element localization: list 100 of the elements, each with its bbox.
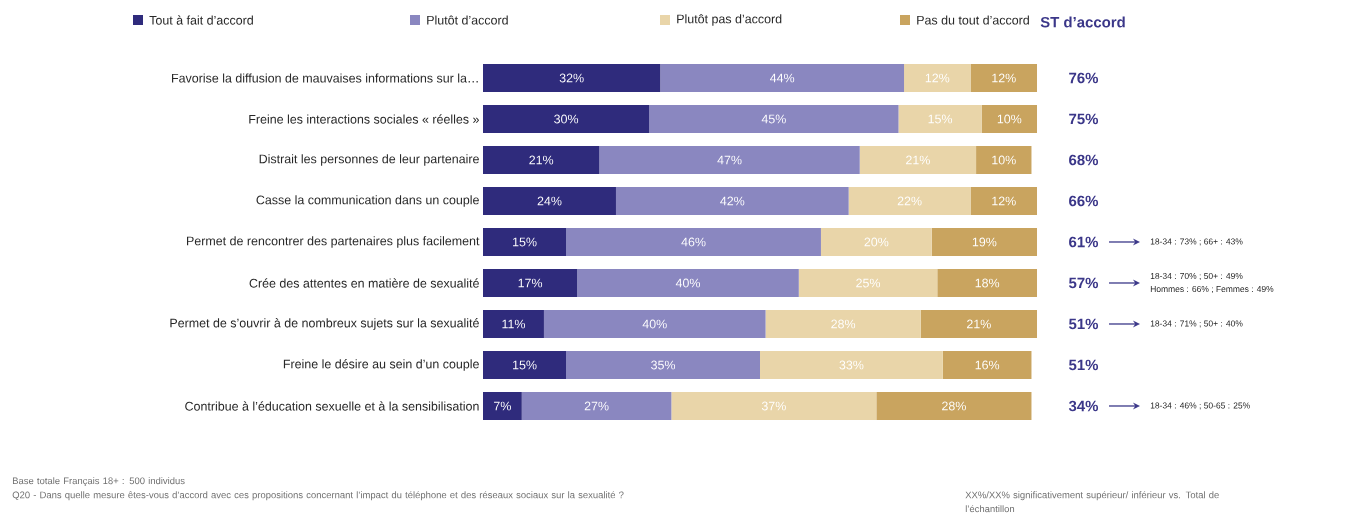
bar: [660, 64, 905, 92]
bar: [521, 392, 672, 420]
bar: [543, 310, 766, 338]
data-label: 45%: [761, 114, 786, 124]
data-label: 10%: [992, 155, 1016, 165]
text: 18-34 : 70% ; 50+ : 49%: [1150, 273, 1243, 280]
bar: [566, 228, 821, 256]
data-label: 37%: [761, 401, 786, 411]
data-label: 22%: [897, 196, 922, 206]
bar: [649, 105, 899, 133]
y-tick-label: Permet de s’ouvrir à de nombreux sujets sur la sexualité: [170, 318, 479, 330]
text: 18-34 : 73% ; 66+ : 43%: [1150, 238, 1243, 246]
data-label: 19%: [972, 237, 997, 247]
bar: [671, 392, 877, 420]
bar: [798, 269, 938, 297]
bar: [483, 351, 567, 379]
data-label: 46%: [681, 237, 706, 247]
text: Hommes : 66% ; Femmes : 49%: [1150, 286, 1274, 293]
legend-label: Plutôt d’accord: [427, 15, 508, 25]
legend-label: Tout à fait d’accord: [149, 15, 253, 25]
bar: [483, 310, 544, 338]
bar: [876, 392, 1032, 420]
data-label: 42%: [720, 196, 745, 206]
data-label: 15%: [928, 114, 953, 124]
bar: [970, 64, 1038, 92]
data-label: 44%: [769, 73, 795, 83]
bar: [615, 187, 849, 215]
text: 61%: [1069, 236, 1099, 248]
bar: [765, 310, 921, 338]
bar: [483, 64, 661, 92]
y-tick-label: Contribue à l’éducation sexuelle et à la sensibilisation: [185, 401, 479, 411]
data-label: 24%: [537, 196, 562, 206]
data-label: 18%: [975, 278, 1000, 288]
text: 18-34 : 46% ; 50-65 : 25%: [1150, 402, 1250, 410]
data-label: 11%: [502, 319, 526, 329]
data-label: 28%: [942, 401, 966, 411]
data-label: 47%: [717, 155, 742, 165]
text: Base totale Français 18+ : 500 individus: [12, 477, 185, 487]
data-label: 12%: [992, 73, 1016, 83]
data-label: 33%: [839, 360, 864, 370]
bar: [931, 228, 1038, 256]
bar: [904, 64, 971, 92]
text: Q20 - Dans quelle mesure êtes-vous d’accord avec ces propositions concernant l’impact du téléphone et des réseaux sociaux sur la sexualité ?: [12, 491, 624, 501]
bar: [483, 228, 567, 256]
y-tick-label: Freine les interactions sociales « réelles »: [249, 114, 479, 124]
data-label: 15%: [513, 237, 537, 247]
y-tick-label: Distrait les personnes de leur partenaire: [259, 154, 479, 166]
bar: [483, 392, 522, 420]
bar: [937, 269, 1038, 297]
y-tick-label: Freine le désire au sein d’un couple: [283, 359, 479, 371]
bar: [898, 105, 982, 133]
y-tick-label: Permet de rencontrer des partenaires plus facilement: [187, 236, 480, 248]
data-label: 35%: [651, 360, 676, 370]
bar: [483, 146, 600, 174]
text: 76%: [1069, 72, 1099, 84]
data-label: 27%: [584, 401, 609, 411]
data-label: 21%: [967, 319, 991, 329]
data-label: 28%: [831, 319, 856, 329]
y-tick-label: Favorise la diffusion de mauvaises informations sur la…: [172, 73, 478, 83]
bar: [920, 310, 1038, 338]
bar: [760, 351, 943, 379]
bar: [970, 187, 1038, 215]
bar: [599, 146, 860, 174]
text: 57%: [1068, 277, 1099, 289]
bar: [483, 105, 650, 133]
bar: [976, 146, 1032, 174]
text: 18-34 : 71% ; 50+ : 40%: [1150, 320, 1243, 328]
data-label: 15%: [513, 360, 537, 370]
text: 75%: [1069, 113, 1099, 125]
data-label: 30%: [554, 114, 579, 124]
text: 68%: [1069, 154, 1099, 166]
bar: [981, 105, 1038, 133]
bar: [566, 351, 760, 379]
data-label: 10%: [997, 114, 1022, 124]
text: 66%: [1069, 195, 1099, 207]
text: XX%/XX% significativement supérieur/ inférieur vs. Total de l’échantillon: [965, 491, 1219, 513]
data-label: 40%: [642, 319, 667, 329]
text: 51%: [1068, 318, 1099, 330]
data-label: 32%: [559, 73, 584, 83]
bar: [577, 269, 799, 297]
data-label: 21%: [529, 155, 554, 165]
text: 34%: [1068, 400, 1099, 412]
bar: [848, 187, 971, 215]
data-label: 16%: [975, 360, 1000, 370]
data-label: 12%: [992, 196, 1016, 206]
y-tick-label: Casse la communication dans un couple: [256, 195, 479, 207]
bar: [942, 351, 1032, 379]
text: ST d’accord: [1040, 16, 1125, 28]
data-label: 12%: [925, 73, 950, 83]
bar: [859, 146, 977, 174]
legend-label: Plutôt pas d’accord: [677, 14, 782, 26]
y-tick-label: Crée des attentes en matière de sexualité: [249, 278, 479, 288]
legend-label: Pas du tout d’accord: [917, 15, 1029, 25]
text: 51%: [1068, 359, 1099, 371]
data-label: 40%: [675, 278, 700, 288]
data-label: 17%: [518, 278, 543, 288]
data-label: 21%: [906, 155, 930, 165]
bar: [820, 228, 932, 256]
data-label: 7%: [494, 401, 511, 411]
bar: [483, 269, 578, 297]
